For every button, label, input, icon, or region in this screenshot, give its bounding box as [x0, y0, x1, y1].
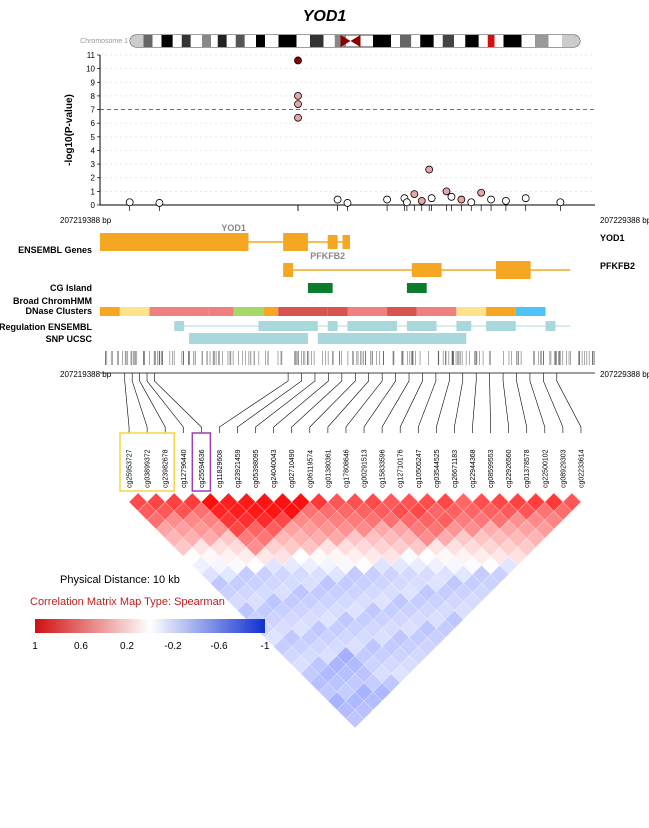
- svg-text:PFKFB2: PFKFB2: [600, 261, 635, 271]
- svg-text:Chromosome 1: Chromosome 1: [80, 38, 128, 45]
- genomic-plot: Chromosome 1 0 1 2 3 4 5 6 7 8 9 10 11 -log10(P-value…: [0, 30, 649, 738]
- svg-text:cg08599553: cg08599553: [488, 449, 495, 488]
- svg-text:cg23982678: cg23982678: [163, 449, 170, 488]
- svg-text:3: 3: [91, 160, 96, 169]
- svg-text:cg26671183: cg26671183: [452, 450, 459, 488]
- svg-text:-log10(P-value): -log10(P-value): [64, 94, 75, 166]
- svg-text:207219388 bp: 207219388 bp: [60, 216, 112, 225]
- svg-text:cg23921459: cg23921459: [235, 449, 242, 488]
- gene-title: YOD1: [0, 0, 649, 30]
- svg-text:10: 10: [86, 65, 95, 74]
- svg-text:1: 1: [91, 187, 96, 196]
- svg-text:4: 4: [91, 146, 96, 155]
- svg-text:11: 11: [87, 51, 96, 60]
- svg-text:Regulation ENSEMBL: Regulation ENSEMBL: [0, 322, 92, 332]
- svg-text:cg10505247: cg10505247: [416, 449, 423, 488]
- svg-text:cg22500102: cg22500102: [542, 449, 549, 488]
- svg-text:cg02233614: cg02233614: [578, 449, 585, 488]
- svg-text:DNase Clusters: DNase Clusters: [25, 306, 92, 316]
- svg-text:cg08929303: cg08929303: [560, 449, 567, 488]
- svg-text:cg03899372: cg03899372: [145, 449, 152, 488]
- svg-text:0.6: 0.6: [74, 641, 88, 652]
- svg-text:9: 9: [91, 78, 96, 87]
- svg-text:YOD1: YOD1: [221, 223, 246, 233]
- svg-text:Broad ChromHMM: Broad ChromHMM: [13, 296, 92, 306]
- svg-text:cg01378578: cg01378578: [524, 449, 531, 488]
- svg-text:8: 8: [91, 92, 96, 101]
- svg-text:cg01380361: cg01380361: [325, 449, 332, 488]
- svg-text:PFKFB2: PFKFB2: [310, 251, 345, 261]
- svg-text:cg22944368: cg22944368: [470, 449, 477, 488]
- svg-text:cg25953727: cg25953727: [127, 449, 134, 488]
- svg-text:cg00291513: cg00291513: [362, 449, 369, 488]
- svg-text:Physical Distance: 10 kb: Physical Distance: 10 kb: [60, 574, 180, 586]
- svg-text:cg02710490: cg02710490: [289, 449, 296, 488]
- svg-text:1: 1: [32, 641, 38, 652]
- svg-text:207229388 bp: 207229388 bp: [600, 370, 649, 379]
- svg-text:ENSEMBL Genes: ENSEMBL Genes: [18, 245, 92, 255]
- svg-text:207229388 bp: 207229388 bp: [600, 216, 649, 225]
- svg-text:0: 0: [91, 201, 96, 210]
- svg-text:0.2: 0.2: [120, 641, 134, 652]
- svg-text:cg25594636: cg25594636: [199, 449, 206, 488]
- svg-text:cg22926560: cg22926560: [506, 449, 513, 488]
- svg-text:207219388 bp: 207219388 bp: [60, 370, 112, 379]
- svg-text:7: 7: [91, 106, 96, 115]
- svg-text:cg03544525: cg03544525: [434, 449, 441, 488]
- svg-text:cg15833596: cg15833596: [380, 449, 387, 488]
- svg-text:Correlation Matrix Map Type: S: Correlation Matrix Map Type: Spearman: [30, 596, 225, 608]
- svg-text:cg12796440: cg12796440: [181, 449, 188, 488]
- svg-text:cg05398095: cg05398095: [253, 449, 260, 488]
- svg-text:cg12710176: cg12710176: [398, 449, 405, 488]
- svg-text:YOD1: YOD1: [600, 233, 625, 243]
- svg-text:5: 5: [91, 133, 96, 142]
- svg-text:cg11829608: cg11829608: [217, 450, 224, 488]
- svg-text:cg24040043: cg24040043: [271, 449, 278, 488]
- svg-text:SNP UCSC: SNP UCSC: [46, 334, 93, 344]
- svg-text:-0.6: -0.6: [210, 641, 228, 652]
- svg-text:-1: -1: [261, 641, 270, 652]
- svg-text:cg17808646: cg17808646: [343, 449, 350, 488]
- svg-text:2: 2: [91, 174, 96, 183]
- svg-text:cg06119574: cg06119574: [307, 450, 314, 488]
- svg-text:-0.2: -0.2: [164, 641, 182, 652]
- svg-text:6: 6: [91, 119, 96, 128]
- svg-text:CG Island: CG Island: [50, 283, 92, 293]
